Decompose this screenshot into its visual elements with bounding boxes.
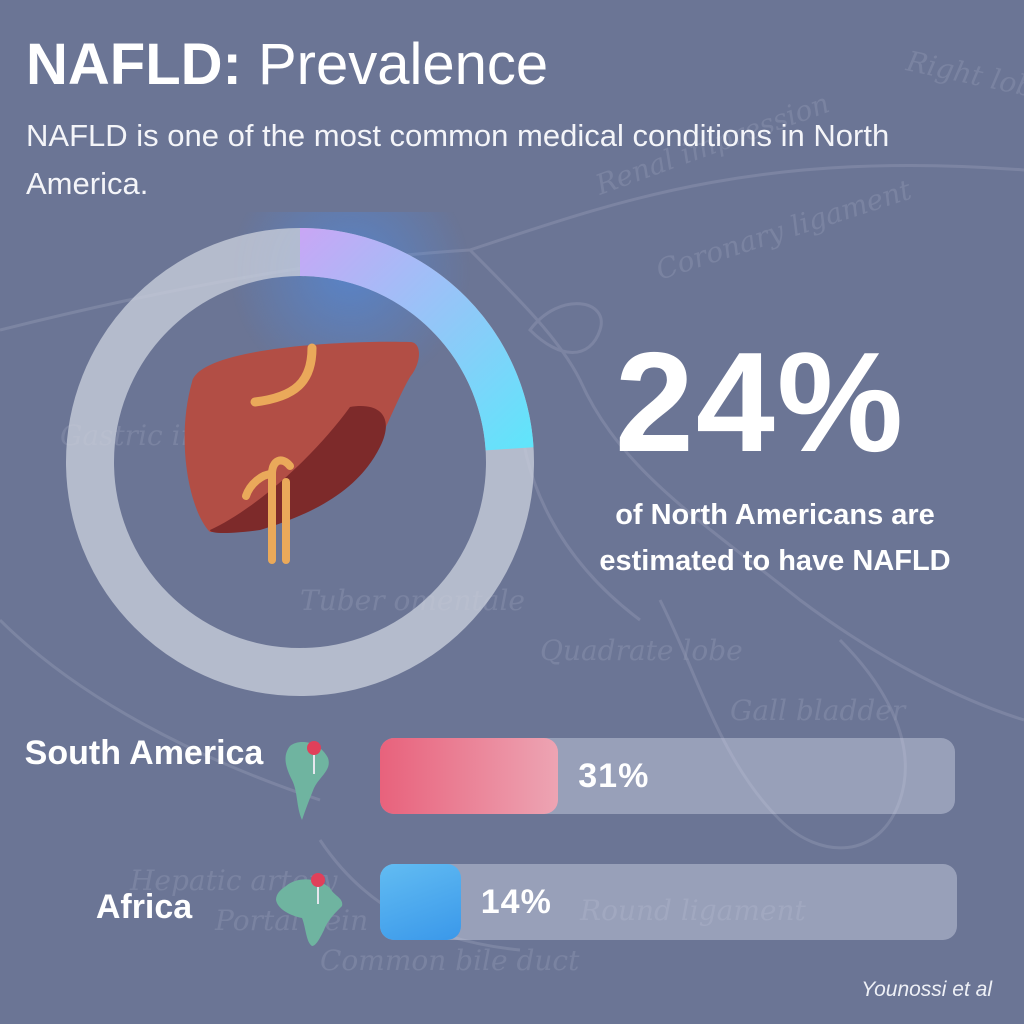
source-citation: Younossi et al <box>861 978 992 1001</box>
north-america-prevalence-caption: of North Americans are estimated to have… <box>599 499 951 577</box>
page-subtitle: NAFLD is one of the most common medical … <box>26 118 890 201</box>
title-light: Prevalence <box>257 32 549 97</box>
bg-text: Gall bladder <box>730 694 907 727</box>
north-america-prevalence-value: 24% <box>614 323 906 482</box>
africa-map-pin-icon <box>276 873 343 946</box>
bg-text: Common bile duct <box>320 944 580 977</box>
title-bold: NAFLD: <box>26 32 242 97</box>
region-label-south-america: South America <box>24 734 264 772</box>
africa-bar <box>380 864 461 940</box>
region-label-africa: Africa <box>95 888 193 926</box>
south-america-bar <box>380 738 559 814</box>
bg-text: Quadrate lobe <box>540 634 743 667</box>
page-title: NAFLD: Prevalence <box>26 30 548 100</box>
africa-bar-track: 14% <box>380 864 957 940</box>
liver-icon <box>184 341 419 564</box>
donut-segment-24 <box>300 228 534 451</box>
south-america-bar-value: 31% <box>578 757 650 795</box>
south-america-bar-track: 31% <box>380 738 955 814</box>
south-america-map-pin-icon <box>285 741 329 820</box>
bg-text: Round ligament <box>579 894 807 927</box>
prevalence-donut-chart <box>66 212 534 696</box>
bg-text: Right lobe <box>903 44 1024 107</box>
africa-bar-value: 14% <box>480 883 552 921</box>
